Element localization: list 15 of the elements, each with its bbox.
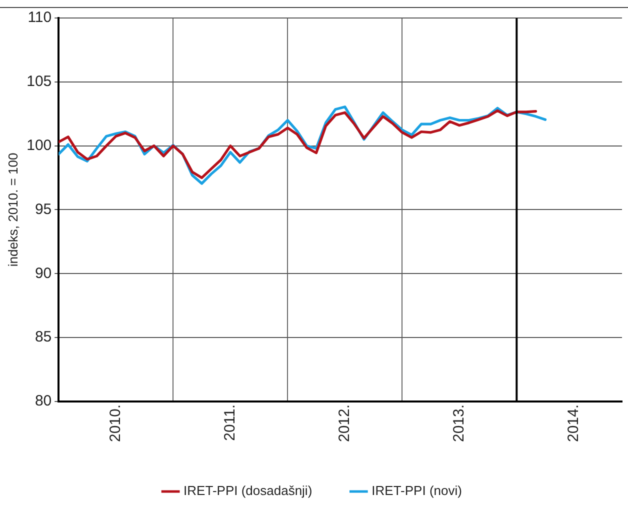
legend-label: IRET-PPI (novi) bbox=[372, 483, 462, 498]
y-tick-label: 105 bbox=[26, 73, 52, 90]
y-tick-label: 85 bbox=[34, 328, 52, 346]
y-tick-label: 95 bbox=[34, 200, 52, 218]
x-tick-label: 2011. bbox=[222, 404, 239, 441]
x-tick-label: 2010. bbox=[107, 404, 124, 442]
y-tick-label: 80 bbox=[34, 392, 52, 410]
y-tick-label: 100 bbox=[26, 136, 52, 154]
x-tick-label: 2013. bbox=[450, 404, 468, 442]
y-tick-label: 90 bbox=[34, 264, 52, 282]
x-tick-label: 2014. bbox=[565, 404, 582, 442]
legend-label: IRET-PPI (dosadašnji) bbox=[184, 483, 312, 498]
x-tick-label: 2012. bbox=[336, 404, 354, 442]
y-axis-title: indeks, 2010. = 100 bbox=[5, 152, 20, 267]
y-tick-label: 110 bbox=[28, 9, 52, 26]
